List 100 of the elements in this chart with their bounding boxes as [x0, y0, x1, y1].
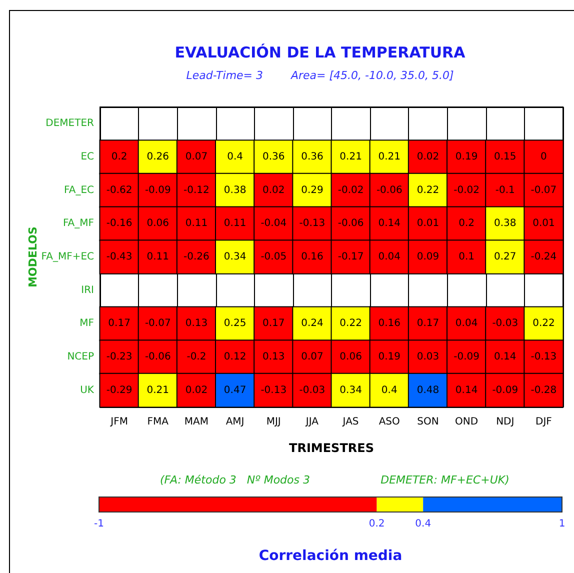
data-label: 0.47 [224, 384, 246, 396]
y-tick-label: FA_MF+EC [41, 252, 94, 262]
x-tick-label: OND [455, 416, 478, 428]
data-label: 0.38 [494, 218, 516, 230]
data-label: -0.06 [144, 352, 171, 362]
data-label: 0.11 [146, 252, 170, 262]
text: (FA: Método 3 Nº Modos 3 [160, 474, 310, 486]
data-label: 0.06 [340, 352, 362, 362]
y-tick-label: NCEP [67, 352, 94, 362]
data-label: 0.04 [455, 318, 478, 330]
data-label: 0.38 [224, 184, 246, 196]
data-label: 0.13 [262, 352, 285, 362]
data-label: -0.07 [530, 184, 557, 196]
data-label: 0.36 [301, 152, 324, 162]
data-label: -0.29 [106, 384, 132, 396]
data-label: 0.16 [378, 318, 401, 330]
x-tick-label: MJJ [266, 416, 281, 428]
x-tick-label: JAS [342, 416, 359, 428]
data-label: 0.2 [111, 152, 128, 162]
data-label: 0.14 [494, 352, 516, 362]
data-label: -0.06 [338, 218, 364, 230]
x-tick-label: NDJ [496, 416, 514, 428]
x-tick-label: MAM [184, 416, 209, 428]
data-label: 0.03 [416, 352, 440, 362]
data-label: -0.26 [184, 252, 210, 262]
data-label: 0.02 [416, 152, 440, 162]
data-label: 0.07 [301, 352, 324, 362]
data-label: 0.26 [146, 152, 170, 162]
data-label: -0.09 [492, 384, 518, 396]
data-label: 0 [540, 152, 547, 162]
data-label: 0.06 [146, 218, 170, 230]
data-label: 0.17 [262, 318, 285, 330]
y-tick-label: UK [80, 384, 94, 396]
data-label: 0.29 [301, 184, 324, 196]
data-label: -0.43 [106, 252, 132, 262]
y-tick-label: MF [80, 318, 94, 330]
color-bar-label: 1 [558, 518, 566, 530]
data-label: 0.21 [378, 152, 401, 162]
data-label: 0.21 [146, 384, 170, 396]
data-label: 0.22 [340, 318, 362, 330]
text: DEMETER: MF+EC+UK) [380, 474, 510, 486]
data-label: 0.4 [227, 152, 243, 162]
data-label: -0.17 [338, 252, 364, 262]
x-tick-label: JJA [304, 416, 319, 428]
data-label: 0.27 [494, 252, 516, 262]
data-label: 0.36 [262, 152, 285, 162]
data-label: 0.24 [301, 318, 324, 330]
x-tick-label: JFM [110, 416, 128, 428]
data-label: -0.24 [530, 252, 557, 262]
x-tick-label: SON [417, 416, 439, 428]
data-label: 0.21 [340, 152, 362, 162]
data-label: 0.15 [494, 152, 516, 162]
color-bar-label: 0.4 [415, 518, 432, 530]
data-label: -0.13 [299, 218, 326, 230]
data-label: -0.02 [454, 184, 480, 196]
y-tick-label: IRI [81, 284, 94, 296]
color-bar-label: -1 [94, 518, 104, 530]
data-label: 0.13 [185, 318, 208, 330]
data-label: 0.12 [224, 352, 246, 362]
data-label: 0.19 [455, 152, 478, 162]
data-label: 0.25 [224, 318, 246, 330]
data-label: -0.02 [338, 184, 364, 196]
color-bar-title: Correlación media [258, 548, 402, 564]
y-tick-label: EC [80, 152, 94, 162]
y-tick-label: FA_MF [62, 218, 94, 230]
data-label: -0.05 [260, 252, 287, 262]
data-label: 0.48 [416, 384, 440, 396]
data-label: -0.07 [144, 318, 171, 330]
data-label: 0.11 [185, 218, 208, 230]
data-label: -0.09 [144, 184, 171, 196]
data-label: -0.12 [184, 184, 210, 196]
x-tick-label: ASO [378, 416, 400, 428]
x-tick-label: AMJ [226, 416, 244, 428]
data-label: -0.04 [260, 218, 287, 230]
data-label: 0.22 [532, 318, 555, 330]
data-label: -0.2 [186, 352, 206, 362]
data-label: 0.16 [301, 252, 324, 262]
data-label: 0.01 [532, 218, 555, 230]
data-label: 0.02 [262, 184, 285, 196]
data-label: -0.06 [376, 184, 402, 196]
data-label: 0.02 [185, 384, 208, 396]
x-axis-title: TRIMESTRES [289, 441, 374, 455]
data-label: -0.03 [299, 384, 326, 396]
x-tick-label: FMA [147, 416, 169, 428]
x-tick-label: DJF [536, 416, 552, 428]
data-label: -0.1 [495, 184, 515, 196]
y-tick-label: DEMETER [46, 118, 94, 130]
data-label: 0.14 [455, 384, 478, 396]
data-label: -0.09 [454, 352, 480, 362]
data-label: -0.62 [106, 184, 132, 196]
data-label: -0.13 [260, 384, 287, 396]
y-tick-label: FA_EC [64, 184, 94, 196]
data-label: -0.03 [492, 318, 518, 330]
data-label: 0.11 [224, 218, 246, 230]
data-label: 0.22 [416, 184, 440, 196]
data-label: 0.34 [224, 252, 246, 262]
data-label: 0.07 [185, 152, 208, 162]
chart-subtitle: Lead-Time= 3 Area= [45.0, -10.0, 35.0, 5.0] [186, 69, 454, 82]
data-label: 0.17 [416, 318, 440, 330]
data-label: -0.16 [106, 218, 132, 230]
